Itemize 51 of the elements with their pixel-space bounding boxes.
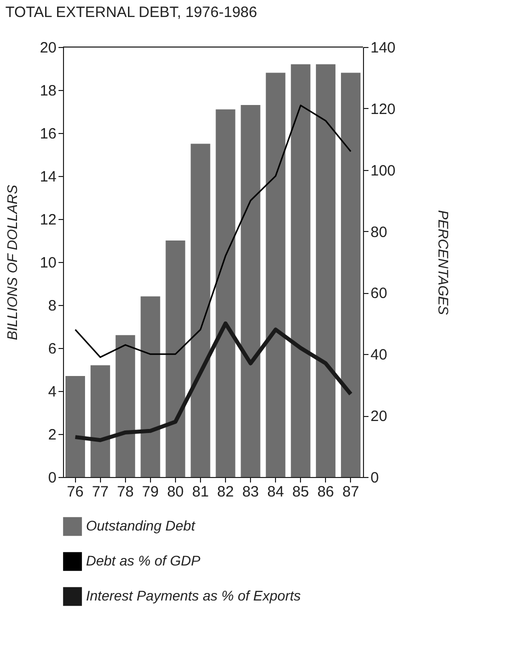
x-tick-label: 77 [92, 484, 109, 500]
y-axis-title: BILLIONS OF DOLLARS [4, 184, 20, 340]
x-tick-label: 79 [142, 484, 159, 500]
bar [340, 72, 360, 477]
line-series [73, 321, 353, 442]
x-tick-label: 76 [66, 484, 84, 500]
y-tick-label: 16 [40, 126, 56, 142]
legend-label: Outstanding Debt [86, 518, 196, 534]
x-tick-label: 78 [117, 484, 134, 500]
line-series [74, 104, 352, 358]
y-tick-label: 8 [48, 298, 56, 314]
x-tick-label: 87 [342, 484, 360, 500]
bar [166, 240, 186, 477]
y2-tick-label: 100 [370, 162, 396, 180]
y2-tick-label: 0 [370, 470, 379, 486]
bar [66, 376, 86, 477]
x-tick-label: 82 [217, 484, 234, 500]
y2-tick-label: 80 [370, 224, 388, 241]
x-tick-label: 86 [317, 484, 334, 500]
y-tick-label: 20 [40, 40, 56, 56]
y-tick-label: 18 [40, 82, 56, 100]
x-tick-label: 81 [192, 484, 209, 500]
y-tick-label: 14 [40, 168, 56, 186]
bar [116, 335, 136, 477]
y-tick-label: 12 [40, 212, 56, 228]
bar [290, 64, 310, 477]
x-tick-label: 85 [292, 484, 309, 500]
x-tick-label: 80 [167, 484, 184, 500]
bar [240, 105, 260, 477]
y-tick-label: 4 [48, 384, 56, 400]
x-tick-label: 83 [242, 484, 259, 500]
y-tick-label: 6 [48, 340, 56, 358]
y-tick-label: 10 [40, 254, 56, 272]
bar [266, 72, 286, 477]
bar [90, 365, 110, 477]
y2-tick-label: 40 [370, 346, 388, 364]
chart-title: TOTAL EXTERNAL DEBT, 1976-1986 [5, 4, 258, 21]
y2-axis-title: PERCENTAGES [436, 210, 452, 316]
y2-tick-label: 60 [370, 285, 388, 302]
bar [216, 109, 236, 477]
y2-tick-label: 20 [370, 408, 388, 426]
bar [140, 296, 160, 477]
legend-label: Debt as % of GDP [86, 552, 202, 568]
x-tick-label: 84 [267, 484, 284, 500]
y-tick-label: 0 [48, 470, 56, 486]
bar [190, 144, 210, 477]
y2-tick-label: 140 [370, 40, 396, 56]
y2-tick-label: 120 [370, 100, 396, 118]
legend-label: Interest Payments as % of Exports [86, 588, 301, 604]
bar [316, 64, 336, 477]
y-tick-label: 2 [48, 426, 56, 444]
